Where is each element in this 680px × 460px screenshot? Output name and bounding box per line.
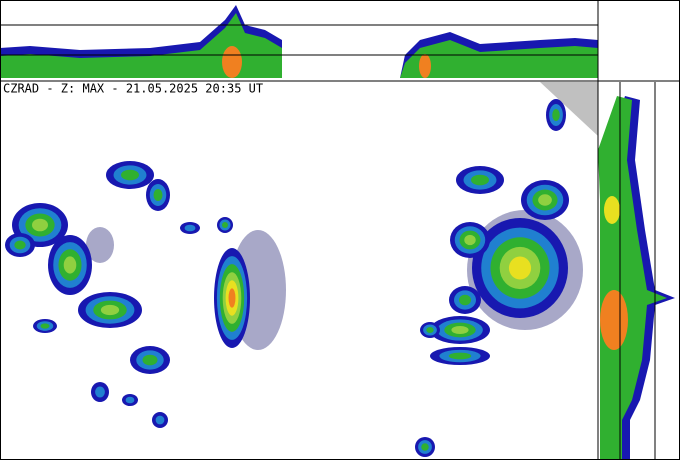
- echo-cell: [63, 256, 77, 274]
- echo-cell: [222, 222, 228, 228]
- echo-cell: [552, 109, 560, 121]
- echo-cell: [464, 234, 476, 246]
- height-core: [600, 290, 628, 350]
- weak-echo: [86, 227, 114, 263]
- echo-cell: [142, 354, 158, 366]
- echo-cell: [100, 304, 120, 316]
- echo-cell: [155, 415, 165, 425]
- echo-cell: [451, 326, 469, 334]
- echo-cell: [538, 194, 552, 206]
- echo-cell: [448, 352, 472, 360]
- echo-cell: [421, 443, 429, 451]
- product-title: CZRAD - Z: MAX - 21.05.2025 20:35 UT: [3, 82, 263, 96]
- echo-cell: [459, 294, 471, 306]
- echo-cell: [40, 323, 50, 329]
- echo-cell: [125, 396, 135, 404]
- height-core: [222, 46, 242, 78]
- height-core: [419, 54, 431, 78]
- echo-cell: [471, 174, 489, 186]
- no-data-corner: [540, 82, 598, 136]
- echo-cell: [14, 240, 26, 250]
- height-profile: [0, 13, 282, 78]
- height-profile: [598, 96, 667, 460]
- echo-layer: [0, 5, 675, 460]
- echo-cell: [228, 288, 236, 308]
- height-core: [604, 196, 620, 224]
- height-profile: [400, 40, 598, 78]
- echo-cell: [121, 169, 139, 181]
- echo-cell: [95, 386, 105, 398]
- echo-cell: [508, 256, 532, 280]
- echo-cell: [153, 189, 163, 201]
- echo-cell: [32, 218, 48, 232]
- echo-cell: [184, 224, 196, 232]
- echo-cell: [426, 327, 434, 333]
